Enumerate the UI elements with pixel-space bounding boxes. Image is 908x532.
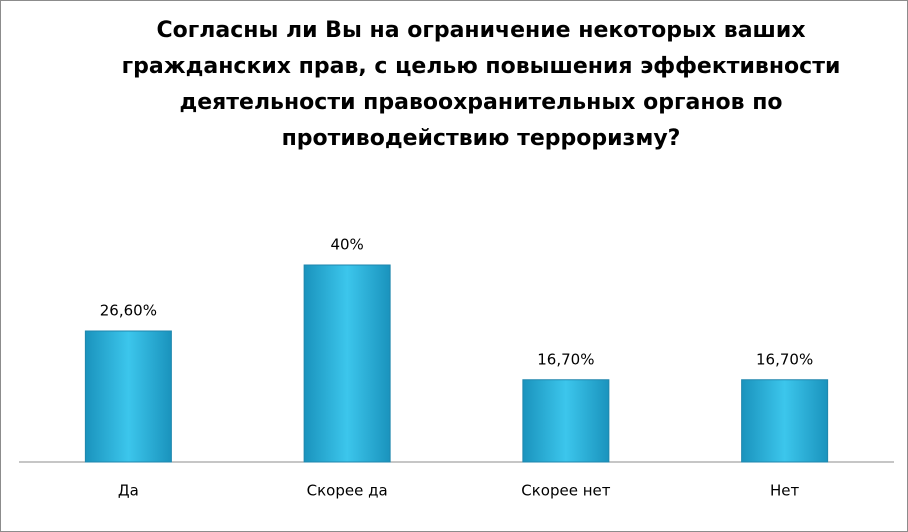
x-tick-label: Скорее да: [307, 482, 388, 500]
bar: [522, 379, 610, 463]
x-tick-label: Да: [118, 482, 139, 500]
x-tick-label: Скорее нет: [521, 482, 610, 500]
chart-title: Согласны ли Вы на ограничение некоторых …: [121, 18, 841, 151]
data-label: 26,60%: [100, 301, 157, 319]
data-label: 16,70%: [537, 350, 594, 368]
data-label: 16,70%: [756, 350, 813, 368]
data-label: 40%: [330, 236, 363, 254]
bar: [741, 379, 829, 463]
bar: [84, 330, 172, 463]
x-tick-label: Нет: [770, 482, 800, 500]
bar: [303, 264, 391, 463]
